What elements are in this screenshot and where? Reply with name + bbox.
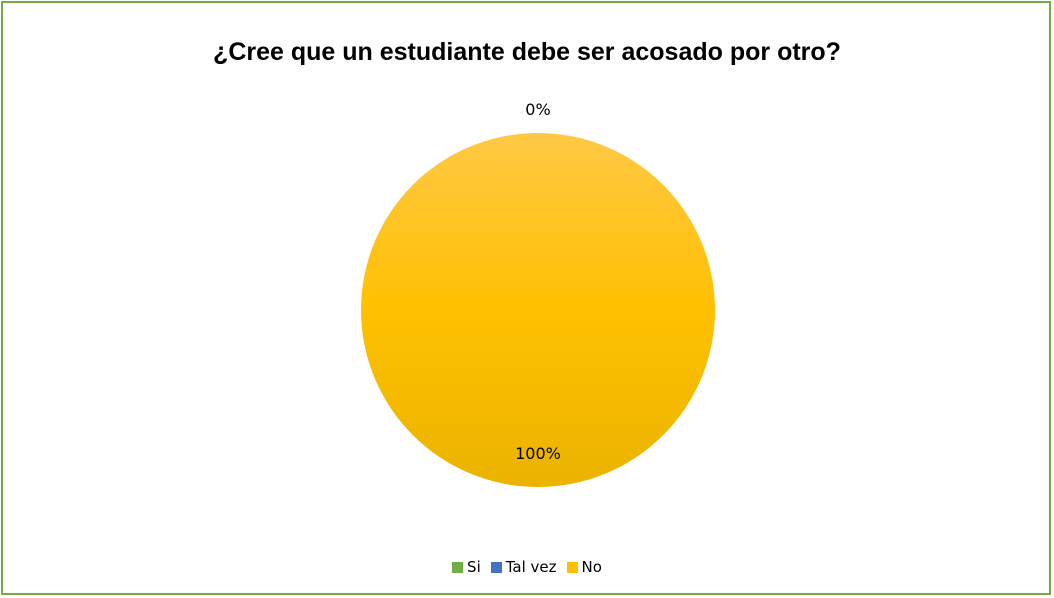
legend-item-no: No [566,558,602,576]
legend-item-si: Si [452,558,481,576]
legend-item-tal-vez: Tal vez [490,558,557,576]
legend-label: Si [467,558,481,576]
legend-swatch [452,561,464,573]
data-label-no: 100% [515,444,561,463]
chart-legend: Si Tal vez No [0,558,1054,576]
pie-slice-no [361,133,715,487]
legend-label: Tal vez [505,558,557,576]
legend-label: No [581,558,602,576]
data-label-tal-vez: 0% [525,100,550,119]
legend-swatch [566,561,578,573]
legend-swatch [490,561,502,573]
chart-title: ¿Cree que un estudiante debe ser acosado… [213,38,841,66]
